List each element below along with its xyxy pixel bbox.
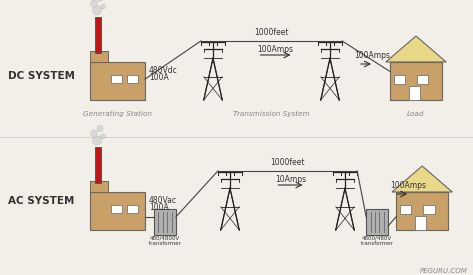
Circle shape xyxy=(97,0,103,1)
Circle shape xyxy=(90,0,97,7)
Text: 4800/480V
transformer: 4800/480V transformer xyxy=(361,235,394,246)
Text: DC SYSTEM: DC SYSTEM xyxy=(8,71,75,81)
Text: 100Amps: 100Amps xyxy=(257,45,294,54)
FancyBboxPatch shape xyxy=(90,51,107,62)
FancyBboxPatch shape xyxy=(423,205,435,214)
Text: 1000feet: 1000feet xyxy=(270,158,305,167)
Text: 480Vdc: 480Vdc xyxy=(149,66,178,75)
Circle shape xyxy=(100,134,105,139)
Text: 100Amps: 100Amps xyxy=(390,181,426,190)
FancyBboxPatch shape xyxy=(390,62,442,100)
Circle shape xyxy=(90,130,97,137)
FancyBboxPatch shape xyxy=(90,192,145,230)
FancyBboxPatch shape xyxy=(90,181,107,192)
FancyBboxPatch shape xyxy=(366,209,388,235)
FancyBboxPatch shape xyxy=(409,86,420,100)
FancyBboxPatch shape xyxy=(127,205,138,213)
FancyBboxPatch shape xyxy=(111,75,122,83)
FancyBboxPatch shape xyxy=(394,75,405,84)
Text: 100A: 100A xyxy=(149,203,169,212)
FancyBboxPatch shape xyxy=(400,205,411,214)
Text: PEGURU.COM: PEGURU.COM xyxy=(420,268,468,274)
FancyBboxPatch shape xyxy=(127,75,138,83)
Text: Generating Station: Generating Station xyxy=(83,111,152,117)
Text: Transmission System: Transmission System xyxy=(233,111,310,117)
FancyBboxPatch shape xyxy=(396,192,448,230)
Text: 480Vac: 480Vac xyxy=(149,196,177,205)
Circle shape xyxy=(97,125,103,131)
Text: 480/4800V
transformer: 480/4800V transformer xyxy=(149,235,182,246)
Polygon shape xyxy=(386,36,446,62)
Circle shape xyxy=(93,6,102,15)
Text: AC SYSTEM: AC SYSTEM xyxy=(8,196,74,206)
Polygon shape xyxy=(392,166,452,192)
Circle shape xyxy=(100,4,105,9)
Text: 10Amps: 10Amps xyxy=(275,175,307,184)
Text: Load: Load xyxy=(407,111,425,117)
Text: 1000feet: 1000feet xyxy=(254,28,289,37)
FancyBboxPatch shape xyxy=(417,75,429,84)
FancyBboxPatch shape xyxy=(111,205,122,213)
FancyBboxPatch shape xyxy=(95,147,101,183)
Circle shape xyxy=(93,136,102,145)
FancyBboxPatch shape xyxy=(415,216,426,230)
Text: 100Amps: 100Amps xyxy=(354,51,390,60)
FancyBboxPatch shape xyxy=(95,16,101,53)
Text: 100A: 100A xyxy=(149,73,169,82)
FancyBboxPatch shape xyxy=(90,62,145,100)
FancyBboxPatch shape xyxy=(154,209,176,235)
